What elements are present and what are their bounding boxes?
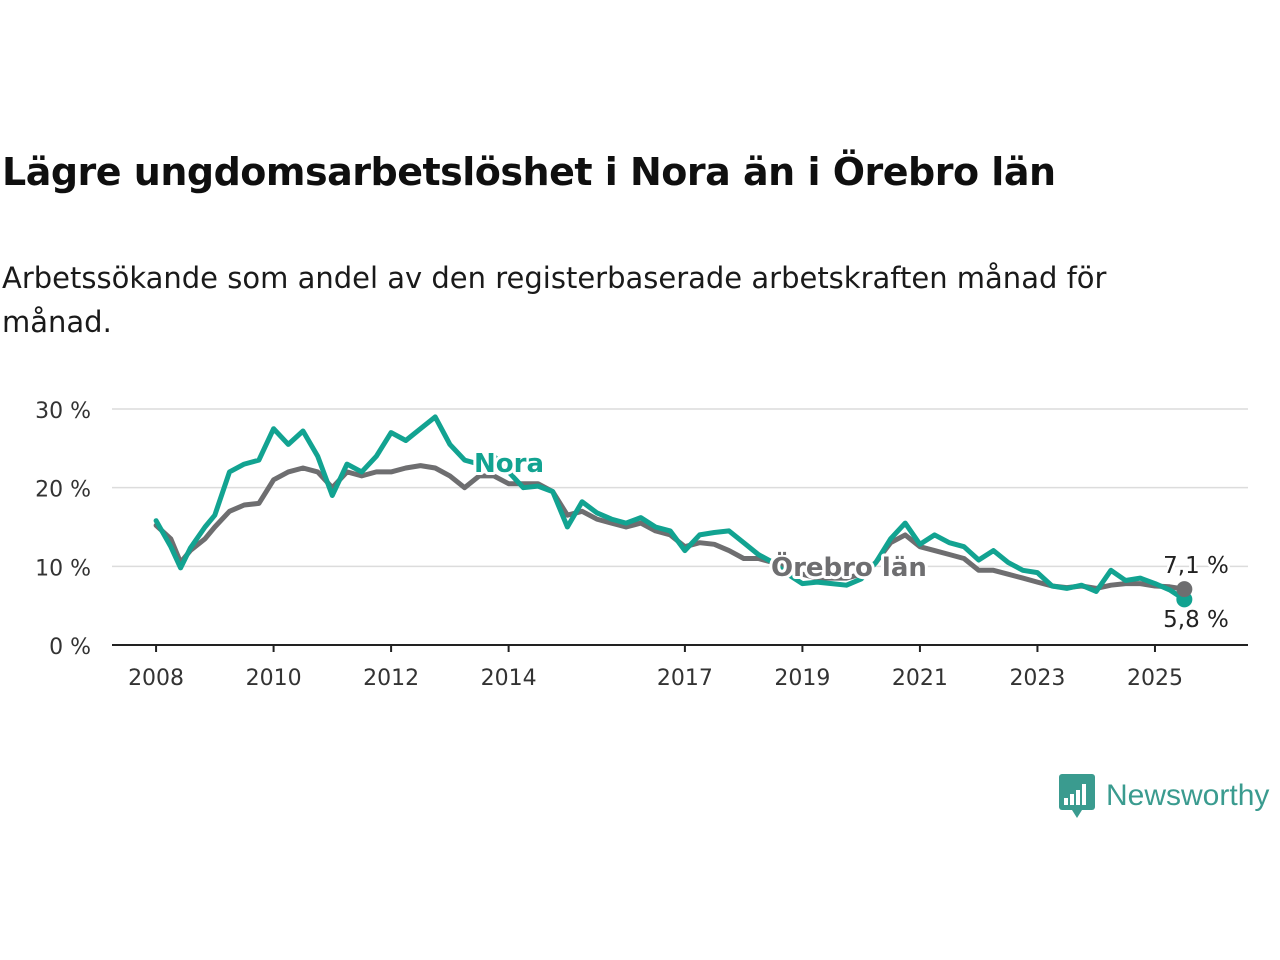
x-tick-label: 2019	[774, 666, 830, 691]
x-tick-label: 2012	[363, 666, 419, 691]
x-tick-label: 2017	[657, 666, 713, 691]
gridlines	[112, 408, 1248, 568]
series-label-orebro-lan: Örebro län	[771, 550, 927, 583]
brand-name: Newsworthy	[1106, 779, 1270, 812]
y-tick-label: 30 %	[35, 399, 91, 424]
series-line-orebro-lan	[153, 463, 1187, 592]
y-tick-label: 0 %	[49, 635, 91, 660]
x-tick-label: 2021	[892, 666, 948, 691]
x-tick-label: 2008	[128, 666, 184, 691]
chart-title: Lägre ungdomsarbetslöshet i Nora än i Ör…	[2, 150, 1056, 194]
x-axis-ticks: 2008 2010 2012 2014 2017 2019 2021 2023 2025	[112, 644, 1248, 691]
end-marker-orebro-lan	[1176, 581, 1193, 598]
x-tick-label: 2023	[1009, 666, 1065, 691]
x-tick-label: 2014	[481, 666, 537, 691]
y-tick-label: 20 %	[35, 478, 91, 503]
line-chart: 0 % 10 % 20 % 30 % 2008 2010 2012 2014 2017 2019…	[35, 399, 1248, 691]
y-axis-ticks: 0 % 10 % 20 % 30 %	[35, 399, 91, 660]
series-line-nora	[153, 414, 1187, 602]
x-tick-label: 2025	[1127, 666, 1183, 691]
end-label-nora: 5,8 %	[1163, 607, 1229, 633]
series-label-nora: Nora	[474, 449, 544, 479]
newsworthy-bubble-icon	[1059, 774, 1095, 818]
y-tick-label: 10 %	[35, 556, 91, 581]
end-label-orebro-lan: 7,1 %	[1163, 553, 1229, 579]
series-labels: Nora Örebro län 7,1 % 5,8 %	[471, 446, 1231, 636]
newsworthy-logo[interactable]: Newsworthy	[1058, 772, 1269, 820]
chart-subtitle: Arbetssökande som andel av den registerb…	[2, 261, 1107, 339]
series-lines	[153, 414, 1193, 608]
x-tick-label: 2010	[246, 666, 302, 691]
